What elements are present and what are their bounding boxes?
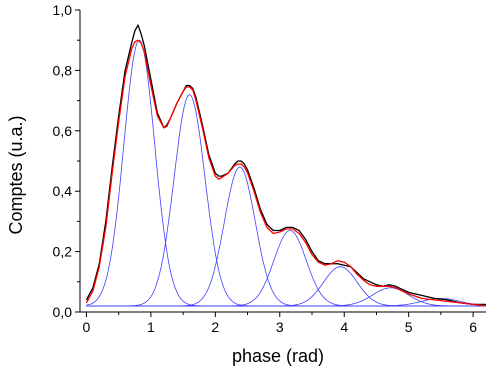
plot-area xyxy=(85,24,486,307)
y-tick-label: 0,4 xyxy=(53,183,73,199)
y-axis-title: Comptes (u.a.) xyxy=(6,115,26,234)
measured-line xyxy=(85,24,486,306)
x-tick-label: 1 xyxy=(147,319,155,335)
y-tick-label: 0,6 xyxy=(53,123,73,139)
component-curve-3 xyxy=(86,166,486,307)
x-axis-title: phase (rad) xyxy=(232,346,324,366)
component-curve-2 xyxy=(86,94,486,307)
x-tick-label: 2 xyxy=(211,319,219,335)
component-curve-4 xyxy=(86,230,486,307)
component-curve-7 xyxy=(86,297,486,307)
x-tick-label: 4 xyxy=(340,319,348,335)
x-tick-label: 0 xyxy=(83,319,91,335)
fit-line xyxy=(85,39,486,307)
component-curve-1 xyxy=(86,39,486,307)
y-tick-label: 0,0 xyxy=(53,304,73,320)
x-tick-label: 6 xyxy=(469,319,477,335)
y-tick-label: 1,0 xyxy=(53,2,73,18)
y-tick-label: 0,8 xyxy=(53,62,73,78)
x-tick-label: 3 xyxy=(276,319,284,335)
x-tick-label: 5 xyxy=(405,319,413,335)
axes: 0 1 2 3 4 5 6 0,0 0,2 0,4 0,6 0,8 1,0 xyxy=(53,2,486,335)
y-tick-label: 0,2 xyxy=(53,244,73,260)
